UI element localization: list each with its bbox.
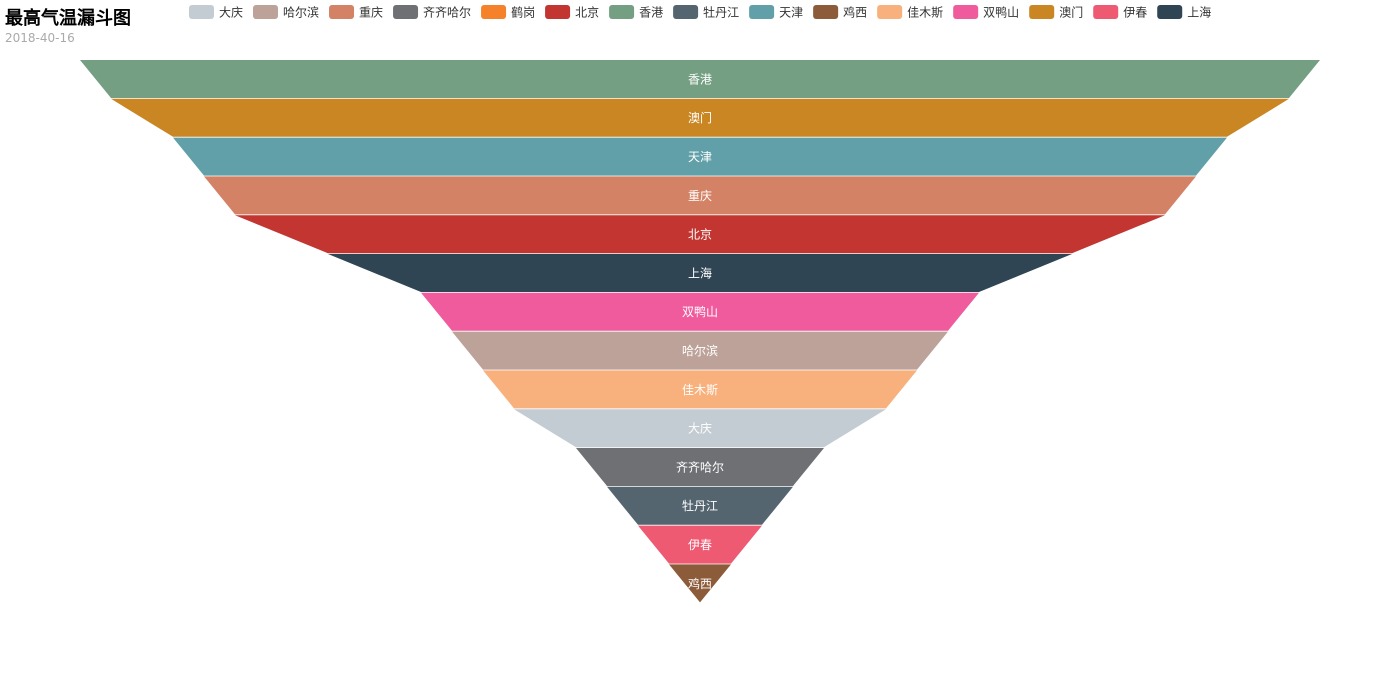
legend-item[interactable]: 双鸭山 — [953, 5, 1019, 20]
legend-item[interactable]: 牡丹江 — [673, 5, 739, 20]
funnel-segment[interactable] — [80, 60, 1320, 98]
legend-swatch — [1029, 5, 1055, 19]
legend-label: 大庆 — [219, 6, 243, 20]
legend-label: 重庆 — [359, 6, 383, 20]
legend-swatch — [545, 5, 571, 19]
legend-item[interactable]: 佳木斯 — [877, 5, 943, 20]
legend-item[interactable]: 鸡西 — [813, 5, 867, 20]
funnel-segment[interactable] — [607, 486, 793, 525]
funnel-segment-label: 鹤岗 — [688, 615, 712, 630]
funnel-segment[interactable] — [328, 254, 1072, 292]
funnel-segment-label: 天津 — [688, 150, 712, 164]
chart-subtitle: 2018-40-16 — [5, 31, 75, 45]
legend-swatch — [1157, 5, 1183, 19]
funnel-segment[interactable] — [483, 370, 917, 409]
funnel-segment-label: 香港 — [688, 72, 712, 86]
funnel-segment[interactable] — [204, 176, 1196, 215]
funnel-segment[interactable] — [173, 137, 1227, 176]
legend-item[interactable]: 香港 — [609, 5, 663, 20]
funnel-segment-label: 重庆 — [688, 189, 712, 203]
legend-swatch — [749, 5, 775, 19]
legend: 大庆 哈尔滨 重庆 齐齐哈尔 鹤岗 北京 香港 牡丹江 天津 鸡西 佳木斯 双鸭山 澳门 伊春 上海 — [189, 5, 1211, 20]
funnel-segment-label: 上海 — [688, 265, 712, 280]
chart-title: 最高气温漏斗图 — [5, 8, 131, 29]
legend-item[interactable]: 重庆 — [329, 5, 383, 20]
legend-label: 哈尔滨 — [283, 5, 319, 20]
legend-label: 天津 — [779, 6, 803, 20]
funnel-segment-label: 澳门 — [688, 110, 712, 125]
legend-label: 伊春 — [1123, 6, 1147, 20]
legend-label: 澳门 — [1059, 5, 1083, 20]
legend-swatch — [481, 5, 507, 19]
legend-item[interactable]: 北京 — [545, 5, 599, 20]
funnel-segment-label: 牡丹江 — [682, 498, 718, 513]
legend-item[interactable]: 伊春 — [1093, 5, 1147, 20]
legend-label: 齐齐哈尔 — [423, 5, 471, 20]
legend-swatch — [393, 5, 419, 19]
legend-swatch — [953, 5, 979, 19]
legend-label: 鹤岗 — [511, 5, 535, 20]
funnel-segment[interactable] — [514, 409, 886, 448]
legend-item[interactable]: 大庆 — [189, 5, 243, 20]
funnel-segment[interactable] — [638, 525, 762, 564]
legend-item[interactable]: 鹤岗 — [481, 5, 535, 20]
funnel-segment[interactable] — [669, 564, 731, 603]
legend-item[interactable]: 哈尔滨 — [253, 5, 319, 20]
funnel-segment[interactable] — [235, 215, 1165, 254]
legend-item[interactable]: 澳门 — [1029, 5, 1083, 20]
funnel-segment[interactable] — [421, 292, 979, 331]
legend-label: 北京 — [575, 6, 599, 20]
funnel-segment-label: 佳木斯 — [682, 383, 718, 397]
legend-swatch — [1093, 5, 1119, 19]
legend-item[interactable]: 上海 — [1157, 5, 1211, 20]
legend-label: 牡丹江 — [703, 5, 739, 20]
legend-label: 上海 — [1187, 5, 1211, 20]
legend-label: 香港 — [639, 6, 663, 20]
funnel-segment-label: 双鸭山 — [682, 305, 718, 319]
legend-swatch — [609, 5, 635, 19]
legend-label: 双鸭山 — [983, 6, 1019, 20]
legend-item[interactable]: 齐齐哈尔 — [393, 5, 471, 20]
funnel-segment-label: 哈尔滨 — [682, 343, 718, 358]
funnel-segment-label: 齐齐哈尔 — [676, 459, 724, 474]
funnel-segment[interactable] — [111, 98, 1289, 137]
funnel-segment-label: 大庆 — [688, 422, 712, 436]
funnel-segment-label: 鸡西 — [688, 576, 712, 591]
legend-label: 鸡西 — [843, 5, 867, 20]
legend-swatch — [813, 5, 839, 19]
legend-swatch — [877, 5, 903, 19]
legend-swatch — [329, 5, 355, 19]
legend-swatch — [673, 5, 699, 19]
legend-swatch — [253, 5, 279, 19]
funnel-segment[interactable] — [576, 448, 824, 486]
legend-swatch — [189, 5, 214, 19]
funnel-segment-label: 伊春 — [688, 538, 712, 552]
funnel-segment-label: 北京 — [688, 228, 712, 242]
legend-label: 佳木斯 — [907, 6, 943, 20]
legend-item[interactable]: 天津 — [749, 5, 803, 20]
funnel-segment[interactable] — [452, 331, 948, 370]
